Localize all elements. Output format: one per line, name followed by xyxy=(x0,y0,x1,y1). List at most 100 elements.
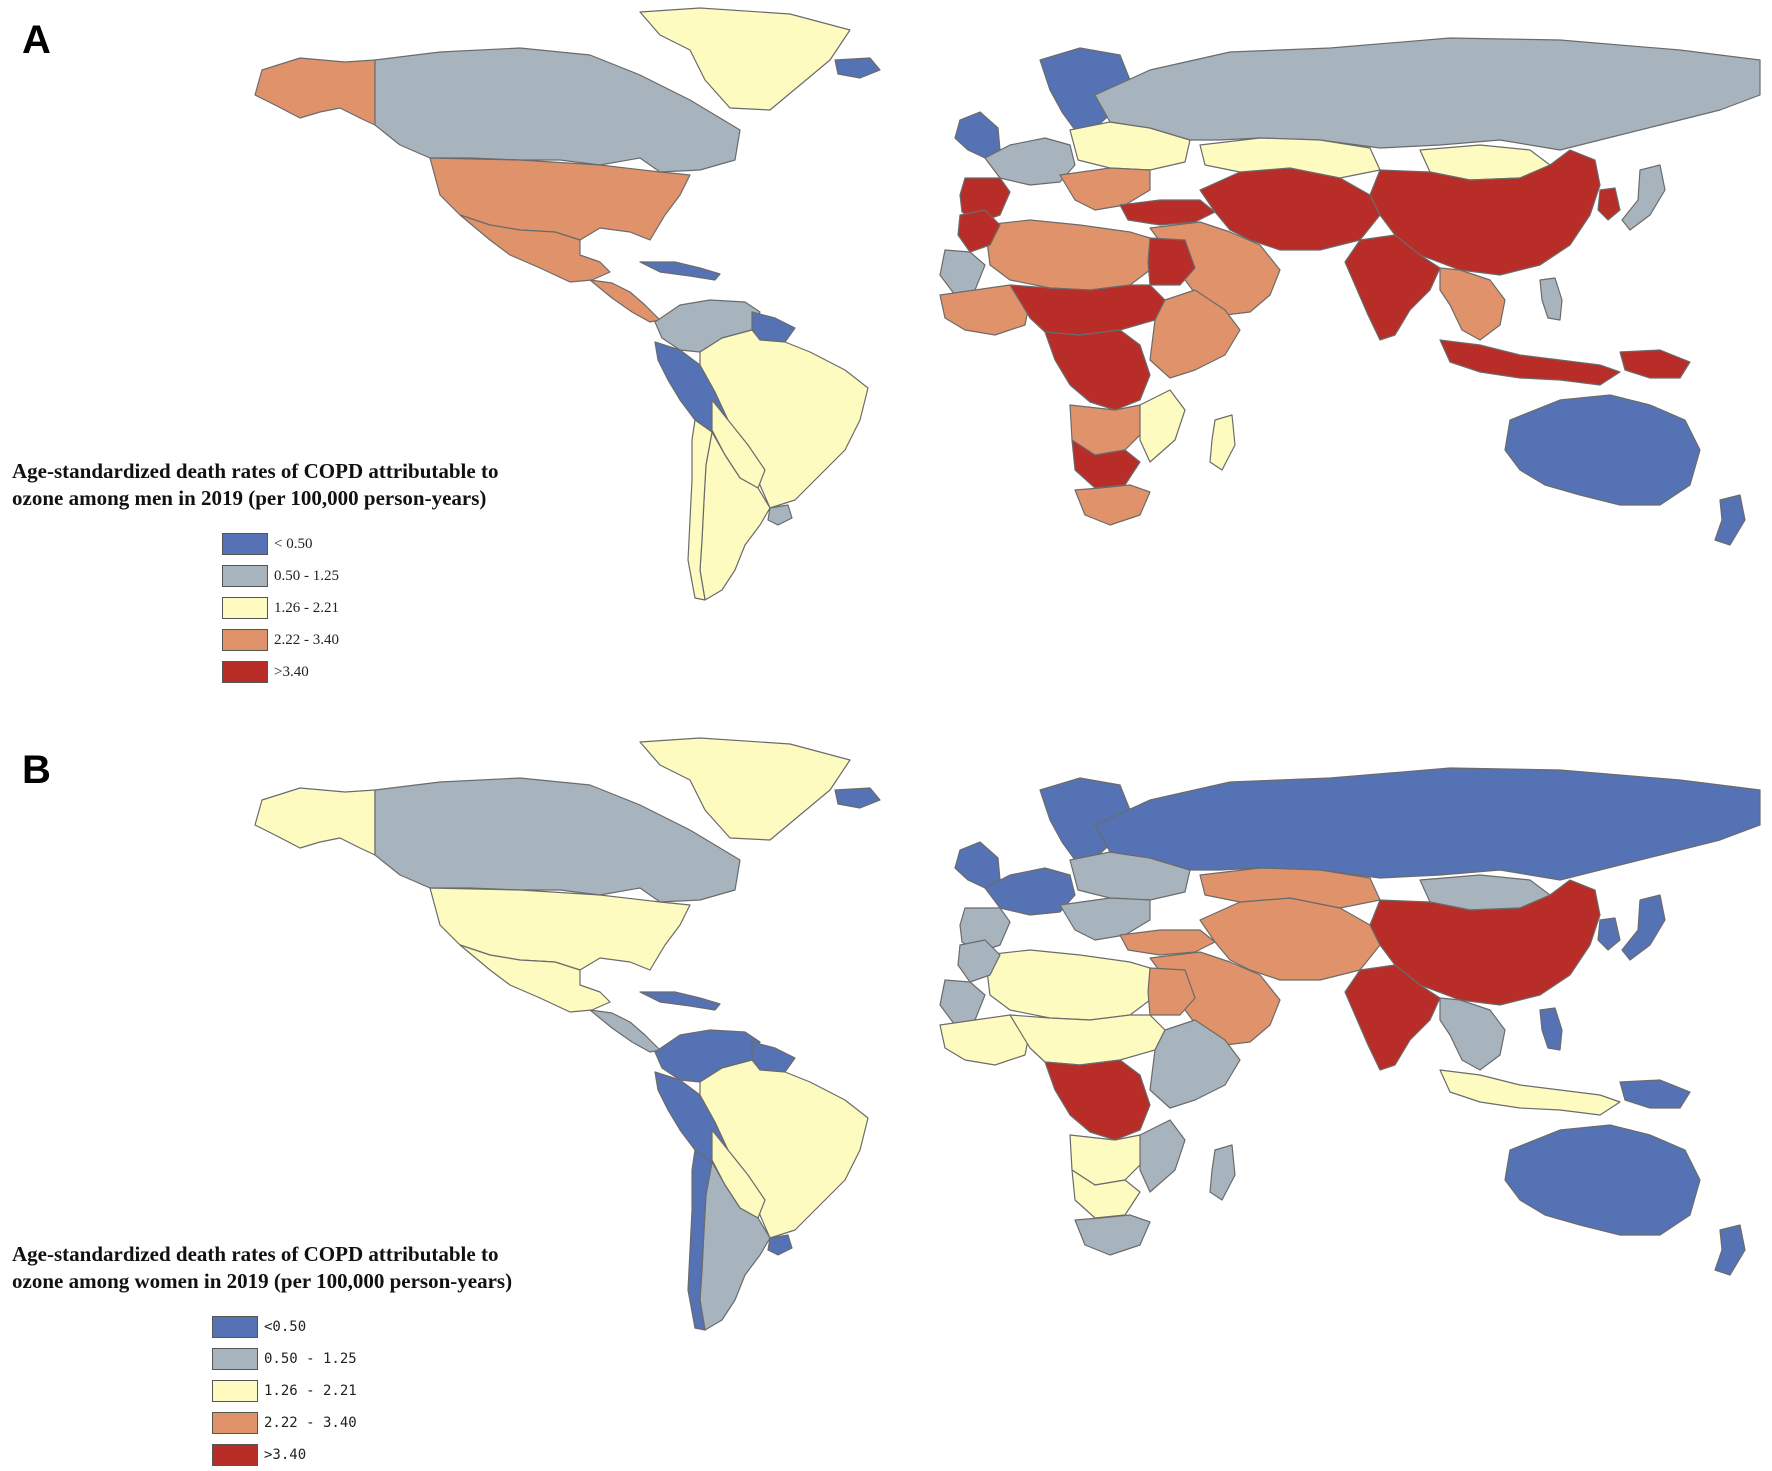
region-sahel xyxy=(1009,1014,1166,1066)
region-new-zealand xyxy=(1714,494,1746,546)
region-india xyxy=(1344,234,1441,341)
region-central-africa xyxy=(1044,329,1151,411)
legend-item: 1.26 - 2.21 xyxy=(212,1375,512,1407)
legend-swatch xyxy=(222,565,268,587)
region-north-africa xyxy=(984,949,1151,1021)
region-uk-ireland xyxy=(954,111,1001,159)
region-mexico xyxy=(459,944,611,1013)
region-caribbean xyxy=(639,261,721,281)
region-chile xyxy=(687,419,713,601)
region-uk-ireland xyxy=(954,841,1001,889)
legend-swatch xyxy=(222,629,268,651)
region-mozambique xyxy=(1139,1119,1186,1193)
legend-swatch xyxy=(212,1412,258,1434)
region-southern-africa-b xyxy=(1071,1169,1141,1219)
region-balkans xyxy=(1059,897,1151,941)
region-uruguay xyxy=(767,1234,793,1256)
legend-item: <0.50 xyxy=(212,1311,512,1343)
legend-label: >3.40 xyxy=(274,663,309,680)
region-japan xyxy=(1621,894,1666,961)
region-south-africa xyxy=(1074,484,1151,526)
legend-item: 0.50 - 1.25 xyxy=(212,1343,512,1375)
legend-title-line2: ozone among men in 2019 (per 100,000 per… xyxy=(12,486,487,510)
region-usa xyxy=(429,887,691,971)
legend-item: 2.22 - 3.40 xyxy=(212,1407,512,1439)
legend-swatch xyxy=(212,1316,258,1338)
world-map-women xyxy=(254,737,1761,1331)
region-madagascar xyxy=(1209,1144,1236,1201)
legend-swatch xyxy=(212,1444,258,1466)
legend-label: 1.26 - 2.21 xyxy=(274,599,339,616)
panel-a: A Age-standardized death rates of COPD a… xyxy=(0,0,1772,720)
region-china xyxy=(1369,879,1601,1006)
region-russia xyxy=(1094,767,1761,881)
region-north-africa xyxy=(984,219,1151,291)
region-alaska xyxy=(254,787,376,856)
region-greenland xyxy=(639,737,851,841)
region-canada xyxy=(374,47,741,173)
panel-b: B Age-standardized death rates of COPD a… xyxy=(0,730,1772,1466)
region-east-africa xyxy=(1149,289,1241,379)
legend-women: Age-standardized death rates of COPD att… xyxy=(12,1241,512,1471)
region-turkey xyxy=(1119,929,1216,956)
region-southeast-asia xyxy=(1439,997,1506,1071)
region-central-america xyxy=(589,279,661,323)
region-balkans xyxy=(1059,167,1151,211)
region-west-africa-coast xyxy=(939,284,1031,336)
region-japan xyxy=(1621,164,1666,231)
region-central-america xyxy=(589,1009,661,1053)
region-australia xyxy=(1504,394,1701,506)
legend-label: < 0.50 xyxy=(274,535,313,552)
legend-label: <0.50 xyxy=(264,1319,307,1335)
region-korea xyxy=(1597,187,1621,221)
legend-items: <0.50 0.50 - 1.25 1.26 - 2.21 2.22 - 3.4… xyxy=(212,1311,512,1471)
region-philippines xyxy=(1539,1007,1563,1051)
legend-label: 2.22 - 3.40 xyxy=(264,1415,357,1431)
legend-title-line1: Age-standardized death rates of COPD att… xyxy=(12,459,499,483)
region-papua xyxy=(1619,1079,1691,1109)
region-morocco xyxy=(957,209,1001,253)
legend-title-line2: ozone among women in 2019 (per 100,000 p… xyxy=(12,1269,513,1293)
region-russia xyxy=(1094,37,1761,151)
region-sahel xyxy=(1009,284,1166,336)
region-usa xyxy=(429,157,691,241)
region-southern-africa-b xyxy=(1071,439,1141,489)
legend-item: 0.50 - 1.25 xyxy=(222,560,498,592)
region-india xyxy=(1344,964,1441,1071)
region-philippines xyxy=(1539,277,1563,321)
region-kazakhstan xyxy=(1199,867,1381,909)
region-indonesia xyxy=(1439,339,1621,386)
region-madagascar xyxy=(1209,414,1236,471)
region-papua xyxy=(1619,349,1691,379)
region-canada xyxy=(374,777,741,903)
region-china xyxy=(1369,149,1601,276)
region-south-africa xyxy=(1074,1214,1151,1256)
legend-label: 2.22 - 3.40 xyxy=(274,631,339,648)
region-western-sahara xyxy=(939,979,986,1026)
region-kazakhstan xyxy=(1199,137,1381,179)
world-map-men xyxy=(254,7,1761,601)
legend-items: < 0.50 0.50 - 1.25 1.26 - 2.21 2.22 - 3.… xyxy=(222,528,498,688)
region-mozambique xyxy=(1139,389,1186,463)
region-west-africa-coast xyxy=(939,1014,1031,1066)
legend-item: >3.40 xyxy=(212,1439,512,1471)
legend-item: 1.26 - 2.21 xyxy=(222,592,498,624)
region-southeast-asia xyxy=(1439,267,1506,341)
region-turkey xyxy=(1119,199,1216,226)
region-mexico xyxy=(459,214,611,283)
panel-label: A xyxy=(22,18,51,62)
panel-label: B xyxy=(22,748,51,792)
legend-label: 1.26 - 2.21 xyxy=(264,1383,357,1399)
legend-item: < 0.50 xyxy=(222,528,498,560)
region-australia xyxy=(1504,1124,1701,1236)
region-east-africa xyxy=(1149,1019,1241,1109)
region-egypt xyxy=(1147,237,1196,286)
legend-swatch xyxy=(222,661,268,683)
region-new-zealand xyxy=(1714,1224,1746,1276)
region-central-africa xyxy=(1044,1059,1151,1141)
region-western-sahara xyxy=(939,249,986,296)
region-morocco xyxy=(957,939,1001,983)
region-caribbean xyxy=(639,991,721,1011)
region-greenland xyxy=(639,7,851,111)
region-egypt xyxy=(1147,967,1196,1016)
